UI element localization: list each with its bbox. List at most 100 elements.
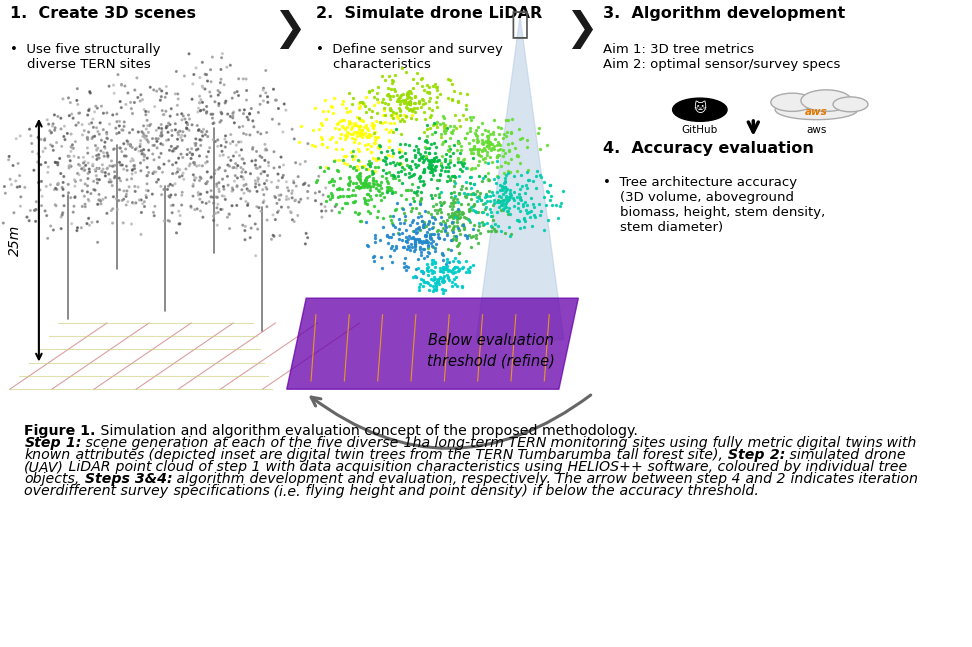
Point [411, 133, 427, 143]
Point [353, 125, 368, 135]
Point [118, 144, 133, 154]
Point [296, 179, 312, 189]
Point [445, 125, 461, 135]
Point [115, 195, 130, 206]
Point [432, 170, 447, 180]
Point [191, 98, 207, 108]
Point [402, 160, 418, 171]
Point [256, 83, 271, 93]
Point [179, 124, 194, 134]
Point [519, 183, 535, 193]
Point [85, 217, 100, 228]
Point [69, 225, 85, 236]
Point [437, 285, 453, 296]
Point [169, 109, 185, 120]
Point [33, 160, 49, 170]
Point [451, 138, 467, 148]
Point [401, 245, 417, 256]
Point [109, 193, 124, 204]
Point [346, 197, 362, 207]
Point [226, 111, 241, 121]
Point [30, 149, 46, 159]
Point [86, 132, 101, 142]
Point [405, 170, 421, 181]
Point [72, 160, 87, 171]
Point [69, 95, 85, 105]
Point [255, 166, 270, 177]
Point [222, 209, 237, 219]
Point [353, 175, 368, 186]
Point [526, 202, 541, 212]
Point [466, 189, 481, 199]
Point [363, 161, 378, 171]
Point [499, 191, 514, 201]
Point [95, 194, 111, 204]
Point [140, 120, 156, 131]
Point [490, 197, 505, 207]
Point [430, 155, 445, 166]
Point [450, 197, 466, 207]
Point [193, 140, 209, 151]
Point [80, 110, 95, 120]
Point [395, 228, 410, 238]
Point [431, 276, 446, 287]
Point [331, 207, 347, 217]
Point [387, 204, 402, 215]
Point [504, 138, 520, 148]
Point [444, 235, 460, 245]
Point [164, 208, 180, 218]
Point [419, 227, 434, 237]
Point [370, 186, 386, 197]
Point [200, 146, 216, 157]
Point [361, 180, 376, 190]
Point [365, 173, 381, 184]
Point [450, 256, 466, 266]
Point [385, 217, 400, 228]
Point [359, 164, 374, 174]
Point [407, 107, 423, 118]
Point [513, 170, 529, 181]
Point [253, 91, 268, 101]
Point [455, 263, 470, 274]
Point [481, 136, 497, 146]
Point [426, 164, 441, 175]
Point [116, 194, 131, 204]
Point [405, 74, 421, 85]
Point [197, 69, 213, 80]
Point [369, 142, 385, 153]
Point [443, 192, 459, 203]
Point [424, 212, 439, 223]
Point [218, 142, 233, 152]
Point [491, 122, 506, 133]
Point [314, 206, 330, 216]
Point [317, 201, 332, 212]
Point [382, 104, 398, 115]
Point [248, 250, 263, 261]
Point [416, 179, 432, 189]
Text: 1: 1 [247, 460, 260, 474]
Point [480, 131, 496, 141]
Point [479, 147, 495, 157]
Point [364, 166, 380, 176]
Point [435, 276, 451, 286]
Point [113, 96, 128, 107]
Point [415, 181, 431, 191]
Point [320, 106, 335, 116]
Point [369, 94, 385, 104]
Point [400, 97, 416, 107]
Point [123, 156, 139, 166]
Point [365, 168, 381, 178]
Point [390, 93, 405, 104]
Point [478, 137, 494, 147]
Point [184, 153, 199, 164]
Point [141, 137, 156, 148]
Point [323, 194, 338, 204]
Point [467, 189, 482, 199]
Point [339, 127, 355, 137]
Point [367, 233, 383, 243]
Point [405, 105, 421, 115]
Point [99, 127, 115, 138]
Point [541, 195, 557, 205]
Point [353, 101, 368, 111]
Point [449, 194, 465, 204]
